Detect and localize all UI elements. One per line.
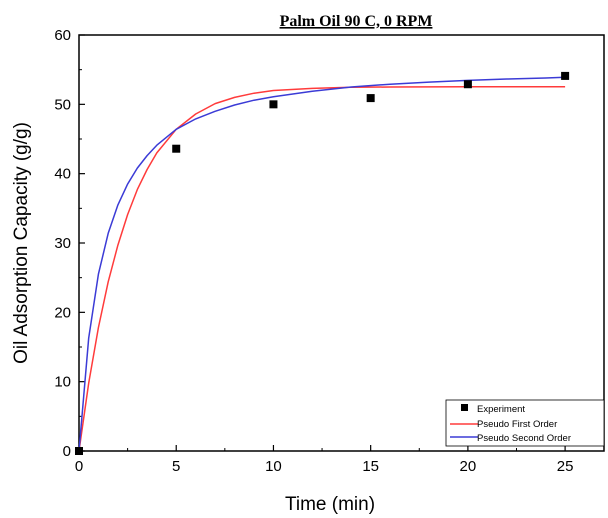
legend-label-experiment: Experiment <box>477 404 525 415</box>
y-tick-label: 20 <box>54 304 71 321</box>
y-tick-label: 10 <box>54 374 71 391</box>
chart-title: Palm Oil 90 C, 0 RPM <box>280 13 433 30</box>
x-tick-label: 5 <box>172 458 180 475</box>
y-tick-label: 60 <box>54 27 71 44</box>
x-tick-label: 20 <box>460 458 477 475</box>
y-tick-label: 50 <box>54 96 71 113</box>
x-tick-label: 10 <box>265 458 282 475</box>
y-tick-label: 30 <box>54 235 71 252</box>
legend-marker-experiment <box>461 404 468 411</box>
legend-label-pseudo-first-order: Pseudo First Order <box>477 419 557 430</box>
x-axis-label: Time (min) <box>285 494 375 515</box>
legend-label-pseudo-second-order: Pseudo Second Order <box>477 433 571 444</box>
data-point-experiment <box>269 100 278 109</box>
x-tick-label: 25 <box>557 458 574 475</box>
x-tick-label: 15 <box>362 458 379 475</box>
series-line-pseudo-first-order <box>78 86 566 452</box>
data-point-experiment <box>561 71 570 80</box>
legend-box <box>445 399 605 447</box>
y-axis-label: Oil Adsorption Capacity (g/g) <box>11 122 32 364</box>
legend: Experiment Pseudo First Order Pseudo Sec… <box>445 399 605 447</box>
x-tick-label: 0 <box>75 458 83 475</box>
y-tick-label: 0 <box>63 443 71 460</box>
data-point-experiment <box>172 144 181 153</box>
series-layer <box>75 71 570 455</box>
plot-frame <box>78 34 605 452</box>
data-point-experiment <box>366 94 375 103</box>
data-point-experiment <box>75 447 83 455</box>
series-line-pseudo-second-order <box>78 76 566 452</box>
y-tick-label: 40 <box>54 166 71 183</box>
axis-ticks: 0 5 10 15 20 25 0 10 20 30 40 50 60 <box>54 27 573 475</box>
data-point-experiment <box>463 80 472 89</box>
